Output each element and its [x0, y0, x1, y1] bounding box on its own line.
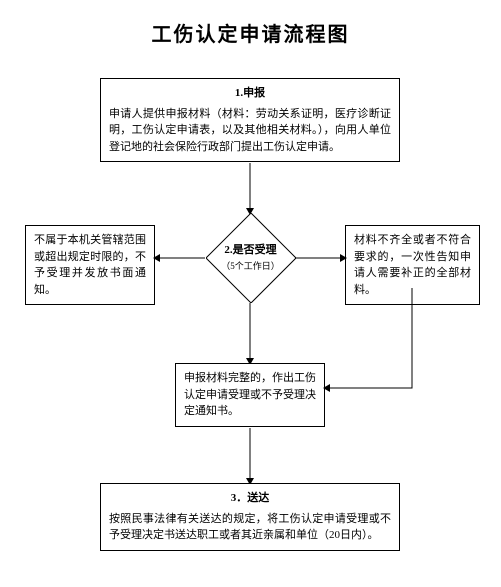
node-left: 不属于本机关管辖范围或超出规定时限的，不予受理并发放书面通知。	[25, 225, 155, 305]
node-mid-text: 申报材料完整的，作出工伤认定申请受理或不予受理决定通知书。	[184, 370, 316, 420]
node-step3-text: 按照民事法律有关送达的规定，将工伤认定申请受理或不予受理决定书送达职工或者其近亲…	[109, 511, 391, 544]
arrow-decision-right	[295, 258, 345, 259]
node-step1-text: 申请人提供申报材料（材料：劳动关系证明，医疗诊断证明，工伤认定申请表，以及其他相…	[109, 106, 391, 156]
arrow-right-mid	[325, 288, 415, 393]
node-step3: 3．送达 按照民事法律有关送达的规定，将工伤认定申请受理或不予受理决定书送达职工…	[100, 483, 400, 551]
node-left-text: 不属于本机关管辖范围或超出规定时限的，不予受理并发放书面通知。	[34, 232, 146, 298]
node-decision-heading: 2.是否受理	[206, 241, 296, 257]
node-step3-heading: 3．送达	[109, 490, 391, 507]
page-title: 工伤认定申请流程图	[0, 18, 501, 47]
arrow-decision-left	[155, 258, 205, 259]
arrow-decision-mid	[250, 303, 251, 363]
node-decision: 2.是否受理 （5个工作日）	[206, 213, 296, 303]
arrow-mid-step3	[250, 428, 251, 483]
node-step1-heading: 1.申报	[109, 85, 391, 102]
node-step1: 1.申报 申请人提供申报材料（材料：劳动关系证明，医疗诊断证明，工伤认定申请表，…	[100, 78, 400, 162]
arrow-step1-decision	[250, 163, 251, 213]
node-mid: 申报材料完整的，作出工伤认定申请受理或不予受理决定通知书。	[175, 363, 325, 427]
node-decision-sub: （5个工作日）	[206, 259, 296, 272]
